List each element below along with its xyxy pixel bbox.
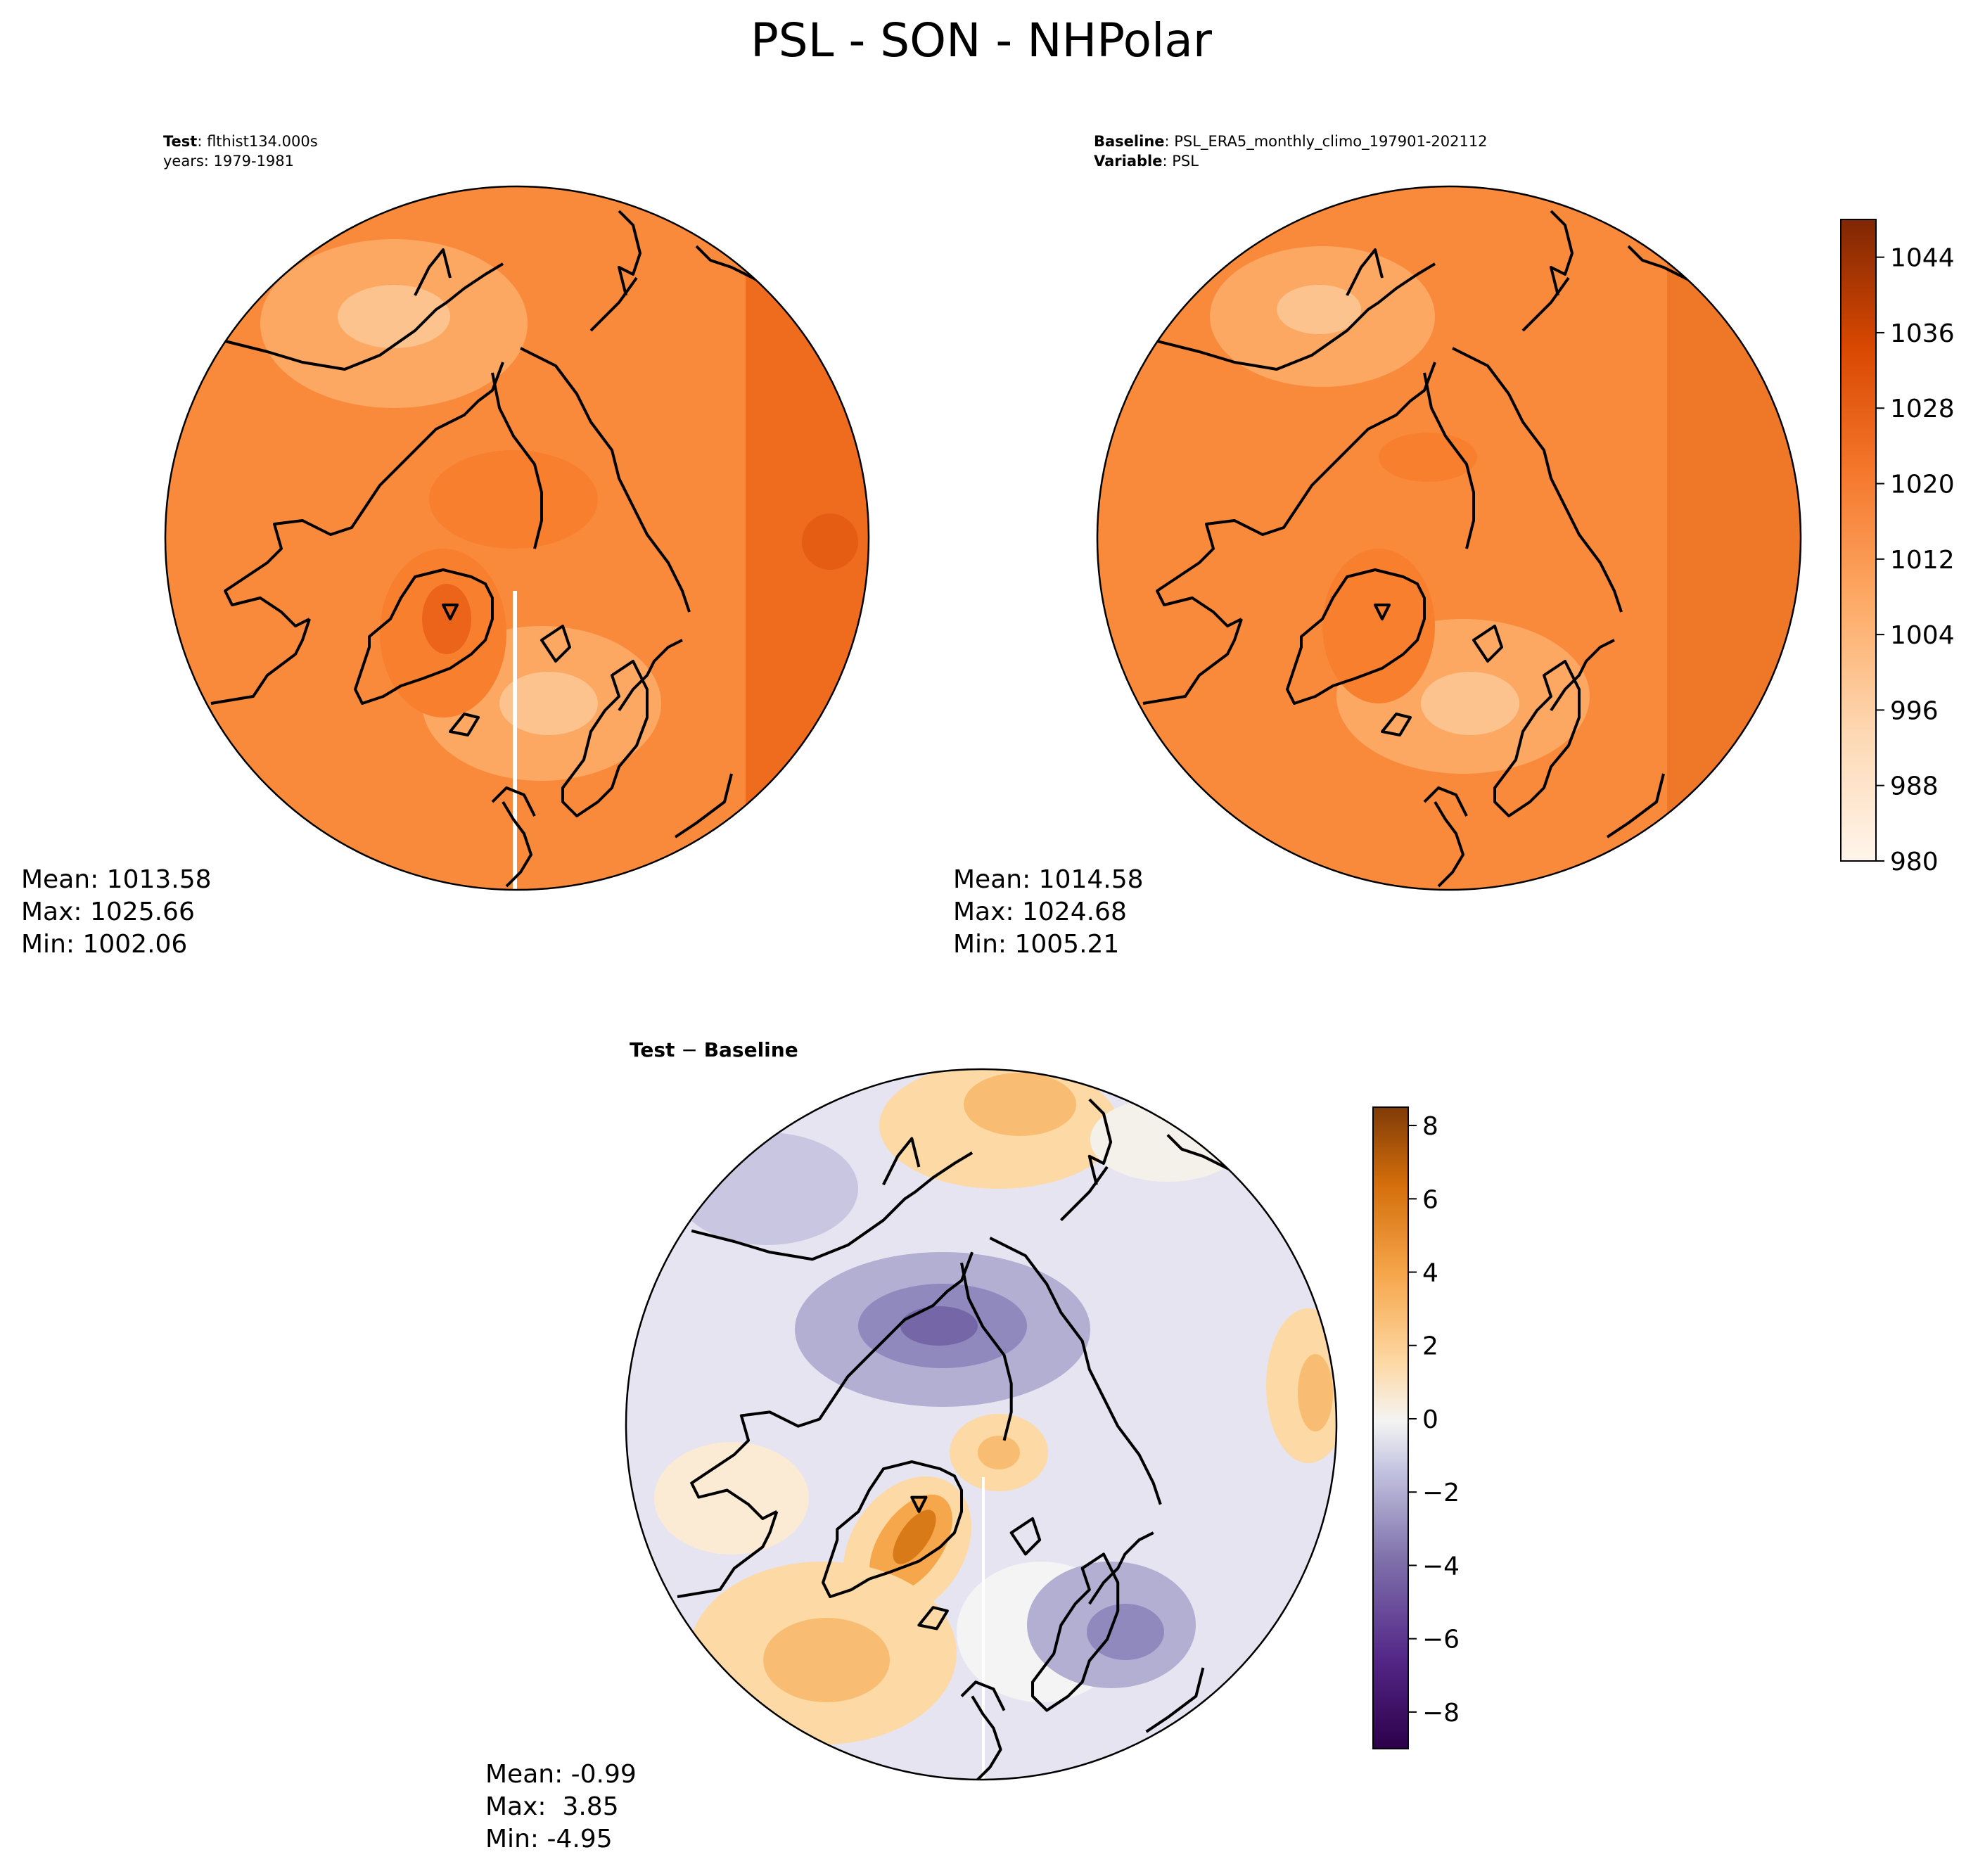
- difference-colorbar-tick-label: 8: [1422, 1112, 1438, 1141]
- difference-panel: Test − Baseline: [485, 1038, 1460, 1853]
- psl-colorbar: 1044 1036 1028 1020 1012 1004 996 988 980: [1840, 219, 1955, 876]
- difference-colorbar-tick-label: 0: [1422, 1405, 1438, 1434]
- psl-colorbar-tick-label: 1028: [1890, 395, 1955, 423]
- test-stat-min: Min: 1002.06: [21, 930, 187, 959]
- difference-colorbar-tick-label: 4: [1422, 1259, 1438, 1288]
- psl-colorbar-tick-label: 1004: [1890, 621, 1955, 650]
- test-stat-mean: Mean: 1013.58: [21, 865, 212, 894]
- difference-label-baseline: Baseline: [704, 1038, 798, 1061]
- difference-colorbar: 8 6 4 2 0 −2 −4 −6 −8: [1372, 1106, 1460, 1749]
- test-stat-max: Max: 1025.66: [21, 898, 195, 926]
- variable-label-key: Variable: [1094, 153, 1162, 170]
- baseline-label: Baseline: PSL_ERA5_monthly_climo_197901-…: [1094, 133, 1488, 151]
- test-map-boundary: [164, 185, 870, 891]
- difference-label-minus: −: [675, 1038, 703, 1061]
- difference-coastlines: [677, 1098, 1232, 1780]
- difference-label-test: Test: [630, 1038, 675, 1061]
- psl-colorbar-bar: [1840, 219, 1877, 862]
- test-coastlines: [210, 210, 760, 888]
- difference-stat-min: Min: -4.95: [485, 1825, 613, 1853]
- psl-colorbar-tick-label: 996: [1890, 696, 1939, 725]
- difference-colorbar-tick-label: −8: [1422, 1699, 1460, 1728]
- difference-colorbar-tick-label: 6: [1422, 1185, 1438, 1214]
- test-map: [165, 186, 869, 890]
- difference-stat-mean: Mean: -0.99: [485, 1760, 637, 1789]
- psl-colorbar-tick-label: 988: [1890, 772, 1939, 801]
- baseline-stat-mean: Mean: 1014.58: [953, 865, 1144, 894]
- difference-colorbar-tick-label: 2: [1422, 1332, 1438, 1361]
- test-panel: Test: flthist134.000s years: 1979-1981: [21, 133, 870, 959]
- difference-colorbar-tick-label: −2: [1422, 1479, 1460, 1507]
- baseline-map-boundary: [1096, 185, 1802, 891]
- test-years-label: years: 1979-1981: [163, 153, 294, 170]
- psl-colorbar-tick-label: 980: [1890, 848, 1939, 876]
- test-label-value: : flthist134.000s: [197, 133, 317, 150]
- baseline-coastlines: [1142, 210, 1692, 888]
- baseline-stat-min: Min: 1005.21: [953, 930, 1119, 959]
- test-label-key: Test: [163, 133, 197, 150]
- difference-label: Test − Baseline: [630, 1038, 798, 1061]
- psl-colorbar-tick-label: 1036: [1890, 319, 1955, 348]
- difference-map-boundary: [625, 1068, 1338, 1781]
- baseline-label-key: Baseline: [1094, 133, 1165, 150]
- difference-map: [626, 1069, 1336, 1780]
- difference-colorbar-tick-label: −4: [1422, 1552, 1460, 1581]
- psl-colorbar-tick-label: 1020: [1890, 471, 1955, 499]
- figure-title: PSL - SON - NHPolar: [751, 13, 1213, 68]
- baseline-stat-max: Max: 1024.68: [953, 898, 1127, 926]
- baseline-label-value: : PSL_ERA5_monthly_climo_197901-202112: [1165, 133, 1488, 151]
- psl-colorbar-tick-label: 1044: [1890, 244, 1955, 273]
- difference-colorbar-bar: [1372, 1106, 1409, 1749]
- variable-label: Variable: PSL: [1094, 153, 1199, 170]
- baseline-panel: Baseline: PSL_ERA5_monthly_climo_197901-…: [953, 133, 1955, 959]
- variable-label-value: : PSL: [1162, 153, 1199, 170]
- difference-colorbar-tick-label: −6: [1422, 1626, 1460, 1654]
- test-label: Test: flthist134.000s: [163, 133, 318, 150]
- difference-stat-max: Max: 3.85: [485, 1792, 619, 1821]
- psl-colorbar-tick-label: 1012: [1890, 546, 1955, 575]
